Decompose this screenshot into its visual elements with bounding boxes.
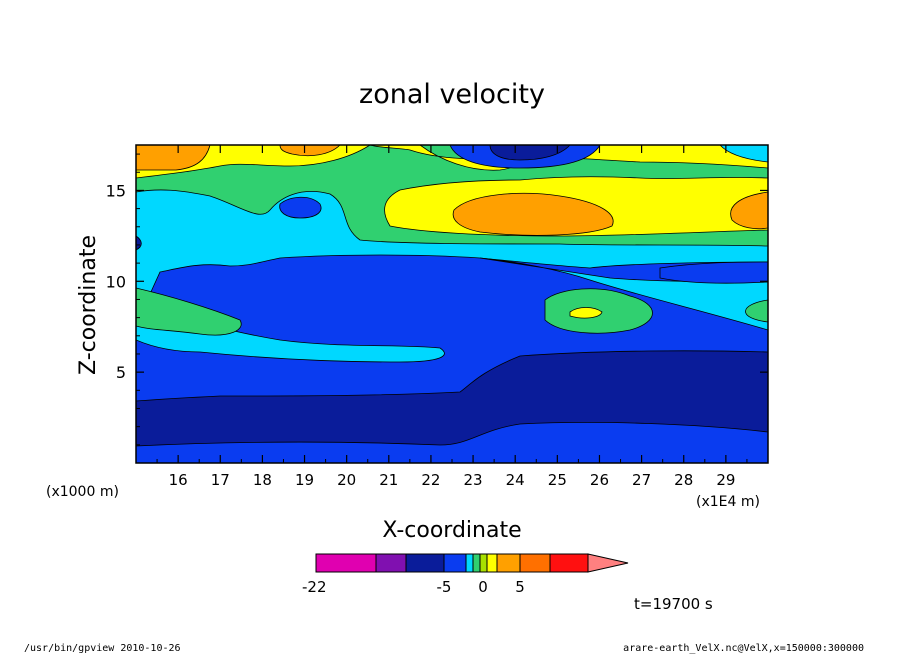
x-tick-label: 17 <box>211 471 230 489</box>
colorbar-segment <box>465 553 474 573</box>
contour-region <box>569 307 603 319</box>
colorbar-tick-label: 5 <box>515 578 525 596</box>
contour-region <box>279 196 322 219</box>
contour-region <box>479 257 768 331</box>
x-tick-label: 28 <box>674 471 693 489</box>
colorbar-segment <box>405 553 445 573</box>
colorbar-segment <box>443 553 467 573</box>
colorbar-tick-label: 0 <box>478 578 488 596</box>
x-tick-label: 22 <box>421 471 440 489</box>
footer-right: arare-earth_VelX.nc@VelX,x=150000:300000 <box>623 643 864 654</box>
x-tick-label: 16 <box>169 471 188 489</box>
colorbar-segment <box>315 553 377 573</box>
colorbar-segment <box>375 553 407 573</box>
colorbar-segment <box>486 553 498 573</box>
y-axis: 5 10 15 <box>106 153 768 446</box>
x-tick-label: 21 <box>379 471 398 489</box>
colorbar-extend-arrow <box>587 553 629 573</box>
colorbar-segment <box>479 553 488 573</box>
x-axis-label: X-coordinate <box>382 518 521 543</box>
y-tick-label: 15 <box>106 181 126 200</box>
x-tick-label: 23 <box>464 471 483 489</box>
contour-region <box>136 145 768 237</box>
footer-left: /usr/bin/gpview 2010-10-26 <box>24 643 181 654</box>
chart-title: zonal velocity <box>359 79 545 110</box>
contour-region <box>730 191 768 230</box>
colorbar-segment <box>496 553 521 573</box>
x-tick-label: 29 <box>716 471 735 489</box>
x-tick-label: 25 <box>548 471 567 489</box>
colorbar-segment <box>549 553 589 573</box>
y-tick-label: 5 <box>116 363 126 382</box>
contour-region <box>136 422 768 463</box>
x-unit-label: (x1E4 m) <box>696 494 760 510</box>
x-tick-label: 19 <box>295 471 314 489</box>
contour-region <box>719 145 768 163</box>
contour-region <box>452 192 614 236</box>
colorbar-segment <box>519 553 551 573</box>
contour-region <box>136 287 242 336</box>
time-label: t=19700 s <box>634 595 713 613</box>
contour-field <box>136 145 768 463</box>
contour-region <box>136 145 211 171</box>
x-tick-label: 20 <box>337 471 356 489</box>
colorbar-tick-label: -5 <box>437 578 452 596</box>
colorbar-tick-label: -22 <box>302 578 327 596</box>
y-axis-label: Z-coordinate <box>76 235 101 375</box>
colorbar-segment <box>472 553 481 573</box>
colorbar-ticks: -22 -5 0 5 <box>302 578 525 596</box>
x-tick-label: 18 <box>253 471 272 489</box>
x-tick-label: 27 <box>632 471 651 489</box>
contour-region <box>489 145 571 161</box>
colorbar <box>315 553 629 573</box>
x-tick-label: 26 <box>590 471 609 489</box>
y-tick-label: 10 <box>106 272 126 291</box>
y-unit-label: (x1000 m) <box>46 484 119 500</box>
x-tick-label: 24 <box>506 471 525 489</box>
contour-region <box>279 145 341 157</box>
x-axis: 16 17 18 19 20 21 22 23 24 25 26 27 28 29 <box>156 145 748 489</box>
contour-region <box>659 261 768 284</box>
